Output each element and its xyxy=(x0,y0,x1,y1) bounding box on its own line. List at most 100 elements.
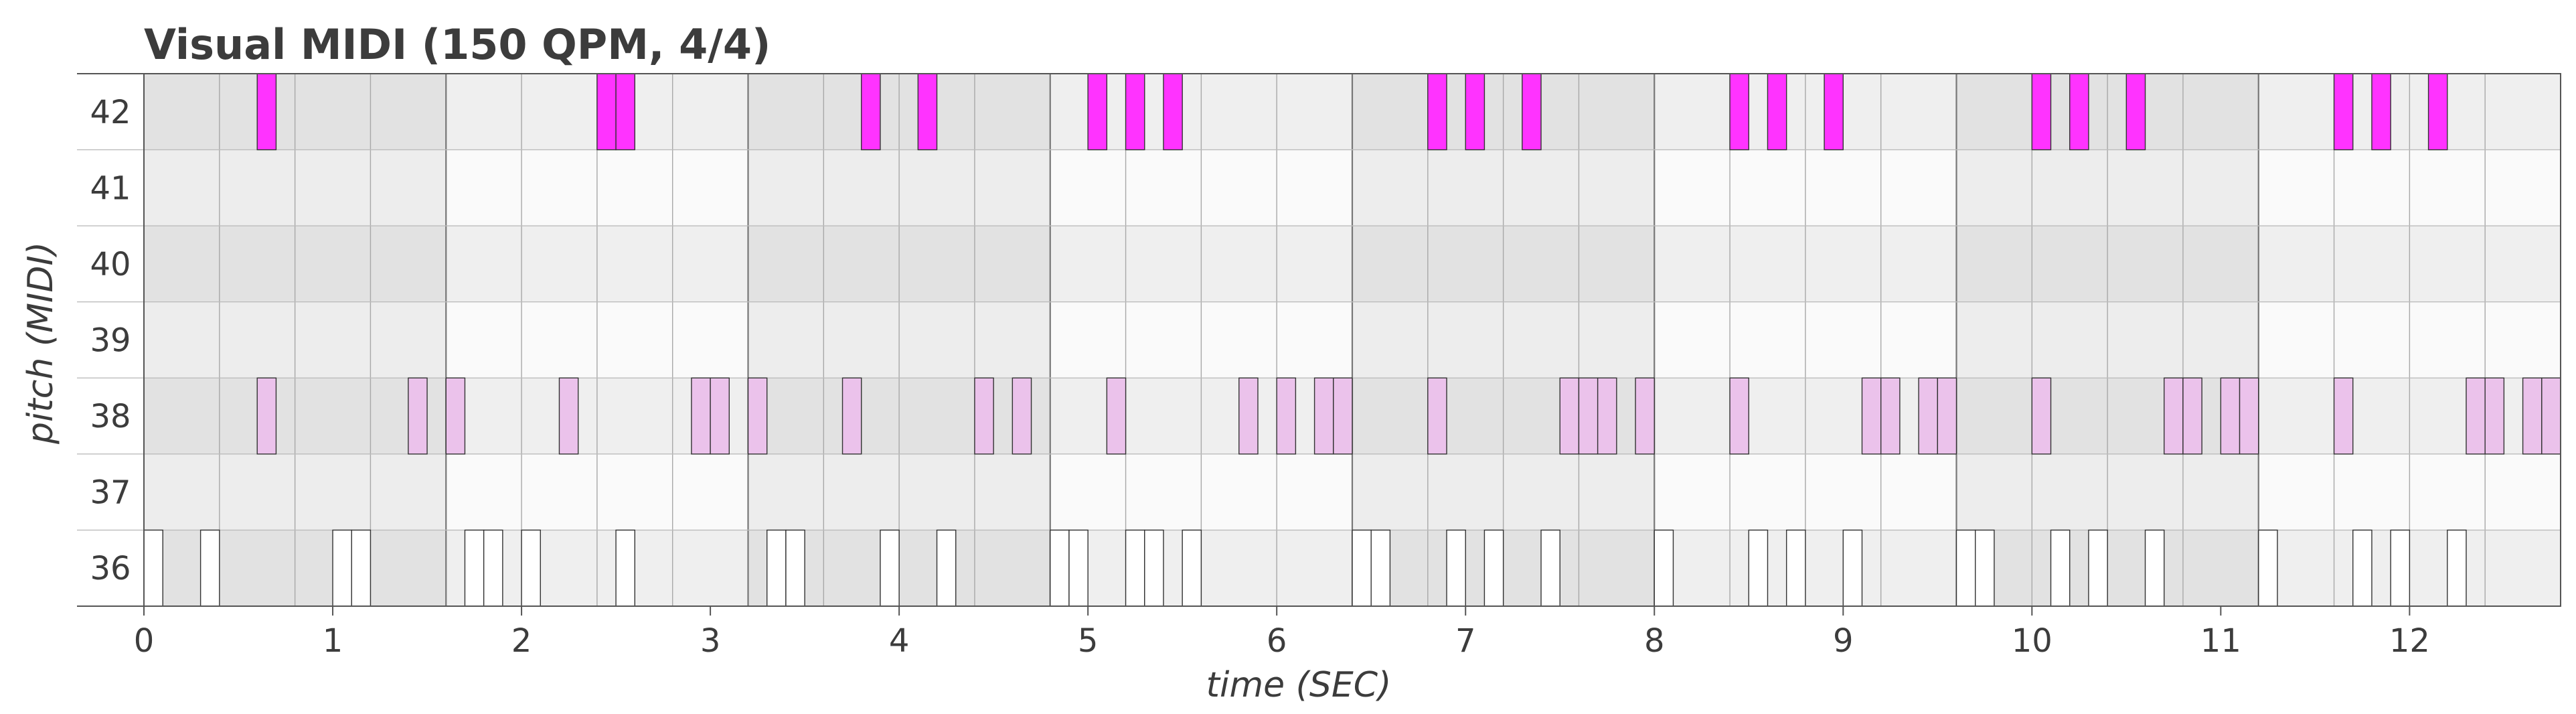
note-36 xyxy=(1182,529,1202,607)
note-38 xyxy=(1427,377,1447,455)
y-tick-label: 36 xyxy=(90,550,131,587)
note-36 xyxy=(1975,529,1995,607)
y-tick-label: 38 xyxy=(90,398,131,435)
note-38 xyxy=(408,377,428,455)
plot-frame xyxy=(143,73,2561,607)
x-tick-label: 5 xyxy=(1078,622,1099,660)
x-tick-label: 9 xyxy=(1833,622,1854,660)
note-36 xyxy=(351,529,372,607)
note-36 xyxy=(2447,529,2467,607)
note-42 xyxy=(1163,73,1183,151)
note-38 xyxy=(256,377,277,455)
note-38 xyxy=(558,377,579,455)
note-38 xyxy=(1880,377,1901,455)
note-38 xyxy=(1597,377,1617,455)
note-38 xyxy=(1729,377,1749,455)
x-tick-label: 11 xyxy=(2200,622,2241,660)
note-36 xyxy=(1654,529,1674,607)
note-38 xyxy=(747,377,768,455)
note-42 xyxy=(1767,73,1787,151)
note-36 xyxy=(1370,529,1391,607)
y-tick-label: 37 xyxy=(90,474,131,512)
note-38 xyxy=(1276,377,1297,455)
x-tick-label: 1 xyxy=(323,622,343,660)
note-36 xyxy=(1785,529,1806,607)
note-36 xyxy=(483,529,503,607)
note-36 xyxy=(1842,529,1863,607)
x-tick-label: 3 xyxy=(700,622,721,660)
note-42 xyxy=(596,73,617,151)
note-38 xyxy=(1578,377,1599,455)
note-42 xyxy=(1125,73,1145,151)
note-36 xyxy=(464,529,485,607)
note-42 xyxy=(861,73,881,151)
y-axis-label: pitch (MIDI) xyxy=(21,242,61,445)
x-tick-label: 7 xyxy=(1455,622,1476,660)
note-38 xyxy=(691,377,711,455)
note-36 xyxy=(1540,529,1560,607)
x-tick-label: 2 xyxy=(511,622,532,660)
note-36 xyxy=(880,529,900,607)
note-38 xyxy=(2541,377,2561,455)
note-38 xyxy=(974,377,994,455)
y-tick-label: 42 xyxy=(90,94,131,131)
note-36 xyxy=(1144,529,1164,607)
note-42 xyxy=(2371,73,2391,151)
note-38 xyxy=(1559,377,1580,455)
x-tick-label: 6 xyxy=(1267,622,1287,660)
note-38 xyxy=(445,377,466,455)
note-38 xyxy=(2239,377,2259,455)
x-axis-label: time (SEC) xyxy=(1206,665,1392,705)
note-36 xyxy=(1748,529,1769,607)
note-38 xyxy=(841,377,862,455)
note-38 xyxy=(2466,377,2486,455)
note-36 xyxy=(1125,529,1145,607)
x-tick-label: 8 xyxy=(1644,622,1665,660)
y-tick-label: 41 xyxy=(90,169,131,207)
note-36 xyxy=(2050,529,2071,607)
note-36 xyxy=(2144,529,2165,607)
note-42 xyxy=(1824,73,1844,151)
x-tick-label: 4 xyxy=(889,622,910,660)
note-36 xyxy=(2390,529,2411,607)
note-38 xyxy=(2220,377,2241,455)
note-38 xyxy=(2031,377,2052,455)
note-36 xyxy=(199,529,220,607)
note-42 xyxy=(1522,73,1542,151)
note-36 xyxy=(767,529,787,607)
note-38 xyxy=(1238,377,1259,455)
note-42 xyxy=(256,73,277,151)
y-tick-label: 39 xyxy=(90,322,131,360)
note-42 xyxy=(917,73,938,151)
note-38 xyxy=(710,377,730,455)
note-42 xyxy=(2125,73,2146,151)
note-36 xyxy=(2258,529,2278,607)
note-38 xyxy=(2182,377,2202,455)
note-38 xyxy=(1012,377,1032,455)
axes xyxy=(77,73,2561,616)
note-38 xyxy=(1861,377,1882,455)
note-38 xyxy=(1313,377,1334,455)
note-38 xyxy=(1106,377,1127,455)
note-42 xyxy=(615,73,635,151)
note-36 xyxy=(1955,529,1976,607)
x-tick-label: 12 xyxy=(2389,622,2430,660)
note-38 xyxy=(2522,377,2543,455)
grid-lines xyxy=(77,74,2561,606)
y-tick-label: 40 xyxy=(90,246,131,283)
note-36 xyxy=(1050,529,1070,607)
note-36 xyxy=(143,529,163,607)
note-42 xyxy=(1087,73,1108,151)
note-42 xyxy=(2069,73,2089,151)
note-36 xyxy=(2352,529,2372,607)
note-36 xyxy=(1446,529,1466,607)
note-42 xyxy=(2031,73,2052,151)
chart-title: Visual MIDI (150 QPM, 4/4) xyxy=(144,20,771,69)
note-38 xyxy=(1937,377,1957,455)
note-42 xyxy=(1729,73,1749,151)
note-42 xyxy=(1465,73,1485,151)
note-42 xyxy=(1427,73,1447,151)
note-36 xyxy=(1068,529,1089,607)
note-38 xyxy=(1635,377,1655,455)
